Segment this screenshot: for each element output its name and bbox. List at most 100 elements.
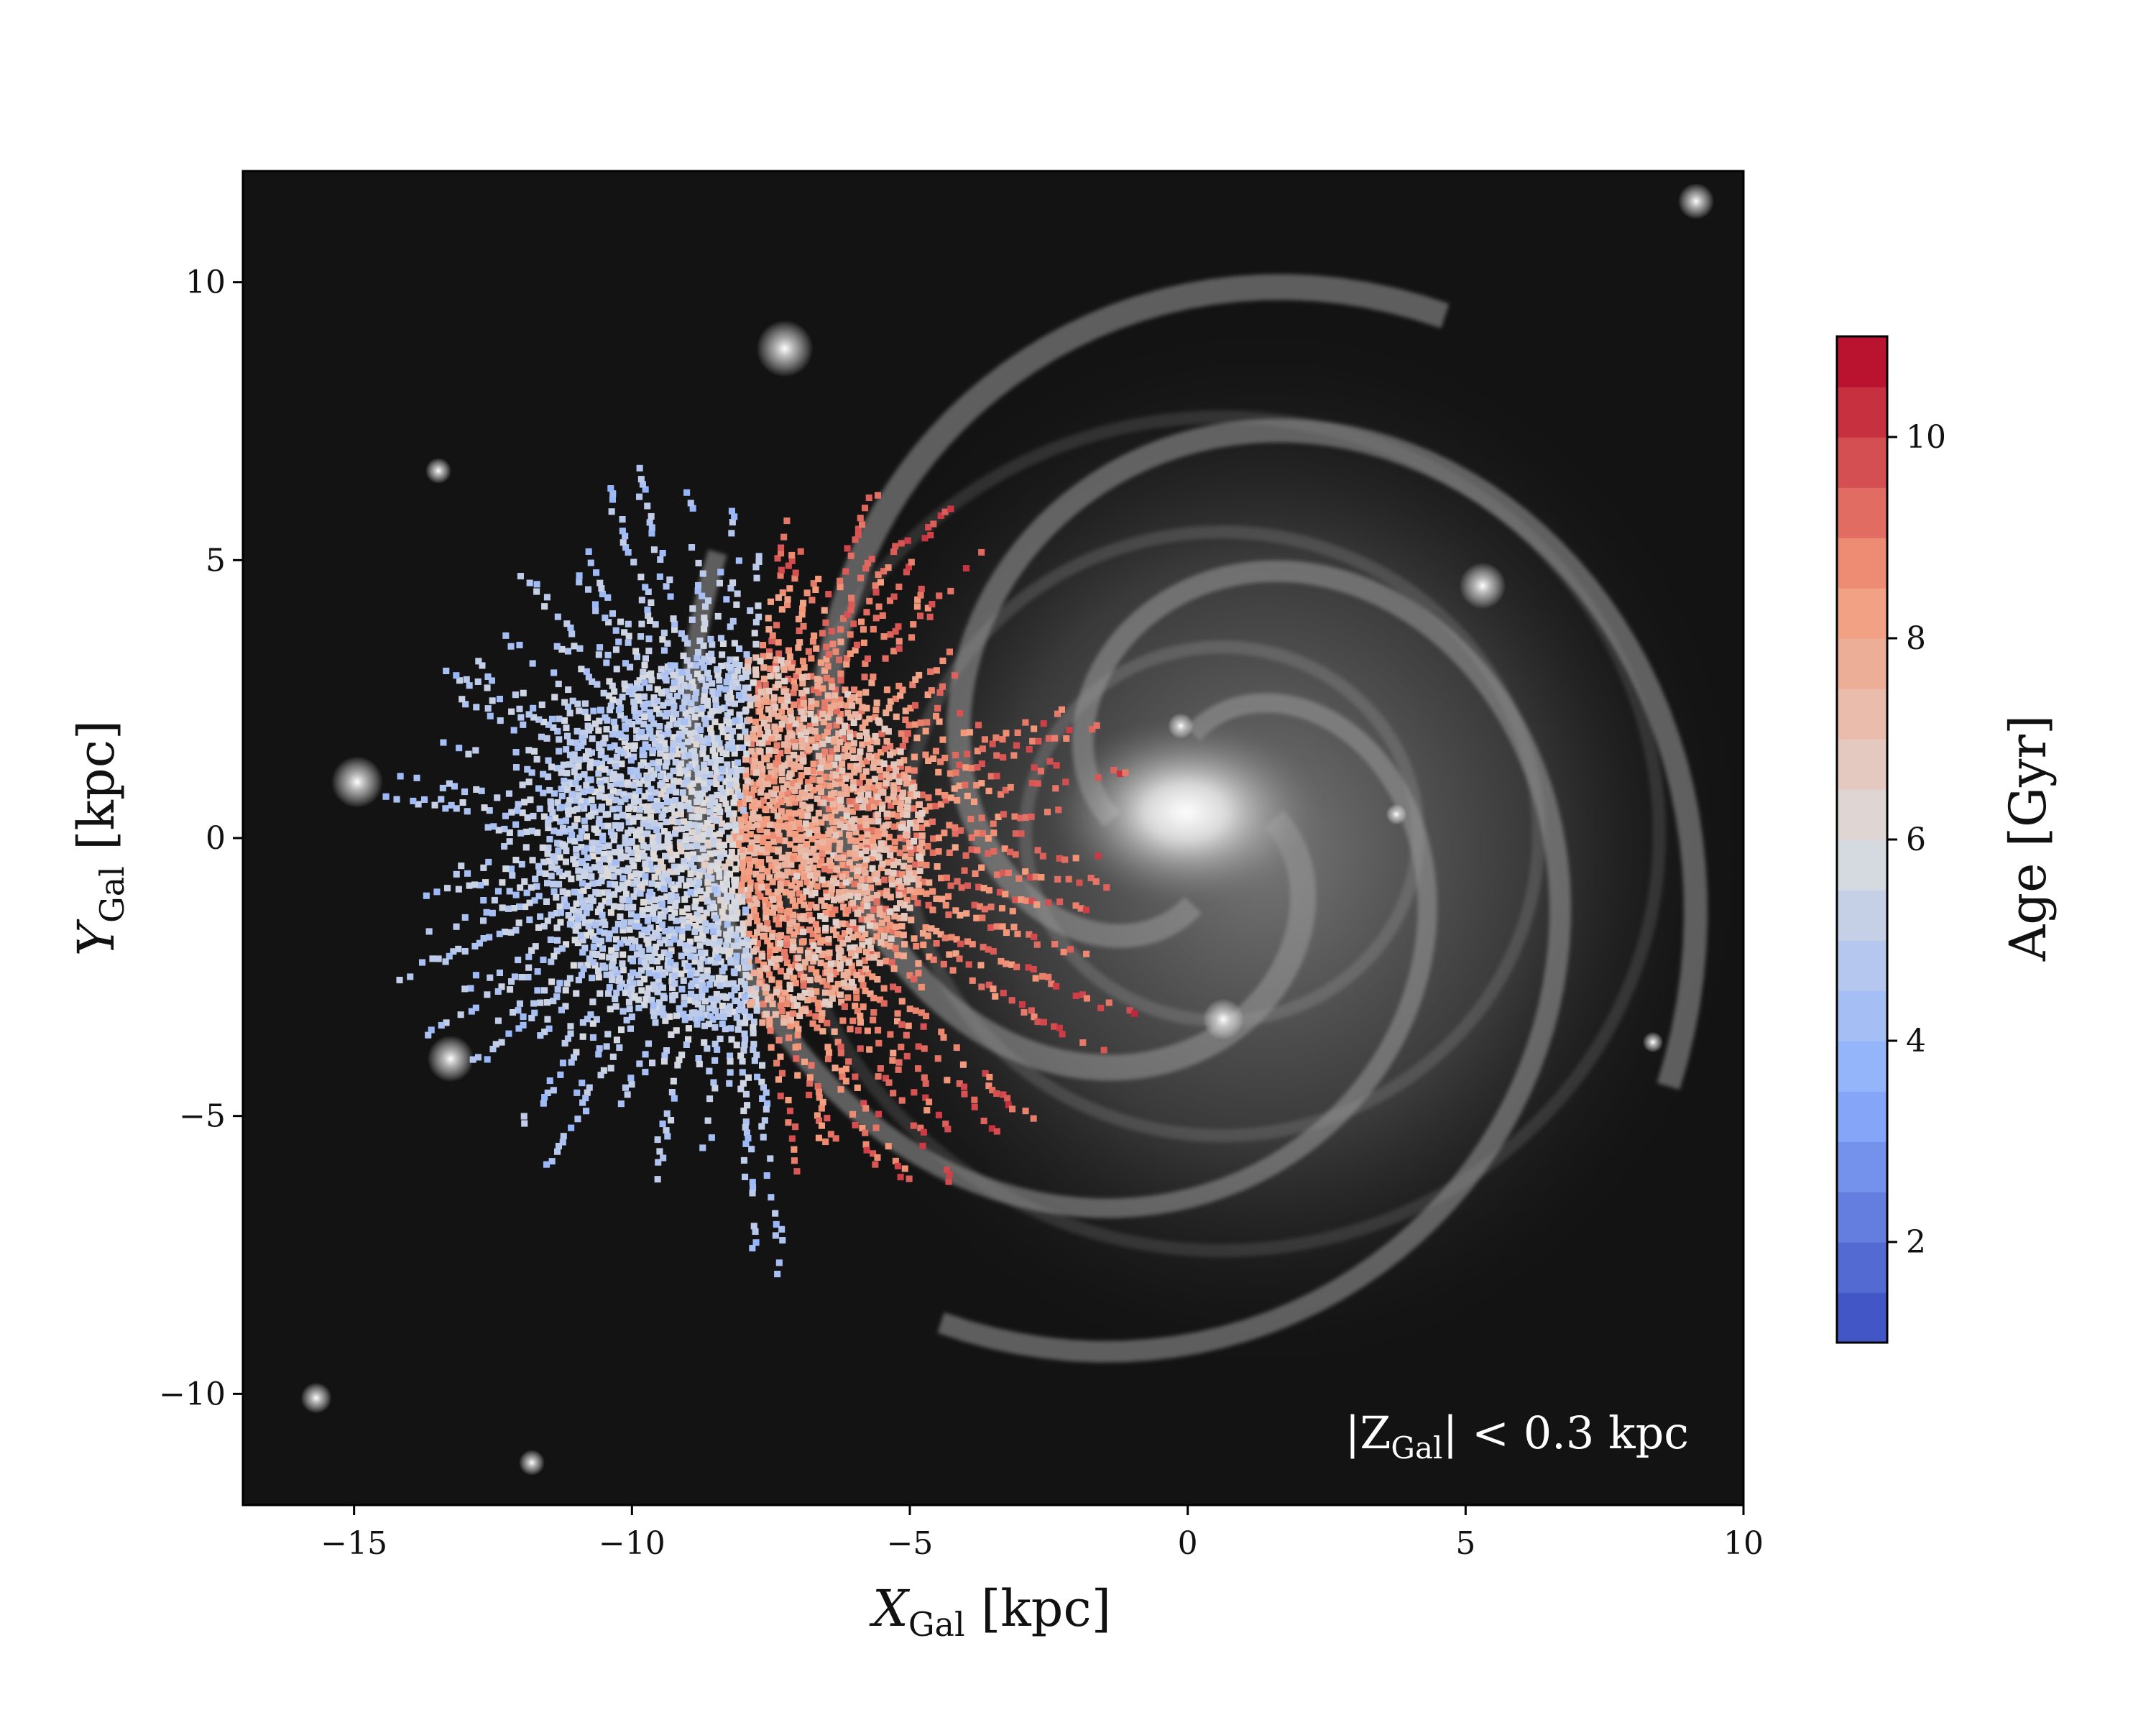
age-bin (920, 1023, 927, 1030)
age-bin (714, 865, 721, 873)
age-bin (750, 786, 757, 793)
age-bin (696, 942, 704, 949)
age-bin (609, 490, 617, 497)
age-bin (545, 857, 553, 865)
age-bin (791, 575, 798, 582)
age-bin (693, 1015, 700, 1022)
age-bin (553, 993, 561, 1000)
age-bin (826, 949, 833, 957)
age-bin (890, 823, 898, 830)
age-bin (599, 873, 606, 880)
age-bin (557, 1071, 564, 1078)
age-bin (923, 1107, 931, 1114)
age-bin (713, 780, 720, 787)
age-bin (774, 1271, 781, 1278)
age-bin (512, 749, 520, 756)
age-bin (851, 944, 858, 951)
age-bin (619, 528, 626, 535)
age-bin (674, 1062, 681, 1069)
age-bin (588, 811, 595, 819)
age-bin (662, 763, 669, 770)
age-bin (721, 903, 728, 910)
age-bin (727, 1058, 734, 1065)
age-bin (825, 650, 832, 658)
y-tick-label: −5 (179, 1098, 226, 1135)
age-bin (841, 824, 848, 831)
age-bin (808, 965, 815, 972)
age-bin (686, 971, 694, 978)
age-bin (826, 754, 834, 761)
age-bin (791, 1002, 798, 1009)
age-bin (588, 919, 595, 926)
age-bin (895, 682, 903, 689)
age-bin (684, 949, 691, 956)
age-bin (486, 807, 493, 814)
age-bin (688, 880, 696, 887)
age-bin (675, 881, 682, 888)
age-bin (704, 972, 711, 980)
age-bin (663, 688, 670, 695)
age-bin (763, 908, 770, 916)
age-bin (630, 698, 637, 705)
age-map-heatmap (382, 464, 1138, 1278)
age-bin (619, 1008, 627, 1015)
age-bin (695, 982, 702, 989)
age-bin (666, 721, 673, 728)
age-bin (943, 1167, 950, 1174)
age-bin (822, 1138, 829, 1146)
age-bin (821, 865, 829, 873)
age-bin (599, 843, 607, 850)
age-bin (646, 818, 653, 825)
age-bin (607, 769, 614, 776)
age-bin (885, 1079, 893, 1086)
age-bin (729, 519, 736, 526)
age-bin (857, 817, 864, 824)
age-bin (912, 721, 919, 728)
age-bin (832, 832, 839, 839)
age-bin (870, 625, 877, 632)
age-bin (912, 676, 919, 683)
age-bin (756, 874, 763, 881)
age-bin (671, 932, 678, 939)
age-bin (849, 969, 857, 976)
age-bin (660, 828, 668, 835)
age-bin (662, 753, 669, 760)
age-bin (674, 926, 681, 933)
age-bin (627, 936, 635, 943)
age-bin (752, 1239, 760, 1246)
age-bin (448, 801, 455, 809)
age-bin (707, 957, 714, 964)
age-bin (650, 760, 657, 767)
age-bin (863, 609, 870, 616)
age-bin (1122, 769, 1129, 776)
age-bin (752, 758, 759, 765)
age-bin (902, 736, 909, 743)
age-bin (906, 820, 913, 827)
age-bin (579, 880, 586, 887)
age-bin (890, 788, 898, 795)
age-bin (870, 995, 877, 1002)
age-bin (688, 707, 695, 714)
age-bin (801, 989, 808, 996)
age-bin (625, 998, 632, 1006)
age-bin (742, 767, 750, 774)
age-bin (720, 1013, 727, 1021)
age-bin (935, 848, 942, 855)
age-bin (923, 719, 931, 726)
age-bin (904, 766, 911, 773)
age-bin (733, 1014, 740, 1021)
age-bin (805, 949, 812, 957)
age-bin (740, 800, 747, 807)
age-bin (792, 836, 799, 843)
age-bin (751, 752, 758, 759)
age-bin (791, 931, 798, 938)
age-bin (575, 922, 582, 929)
age-bin (945, 1178, 952, 1185)
age-bin (486, 934, 493, 941)
age-bin (644, 990, 651, 998)
age-bin (709, 657, 716, 664)
age-bin (584, 962, 591, 969)
age-bin (783, 1000, 791, 1008)
age-bin (854, 1084, 861, 1091)
age-bin (740, 1046, 747, 1054)
